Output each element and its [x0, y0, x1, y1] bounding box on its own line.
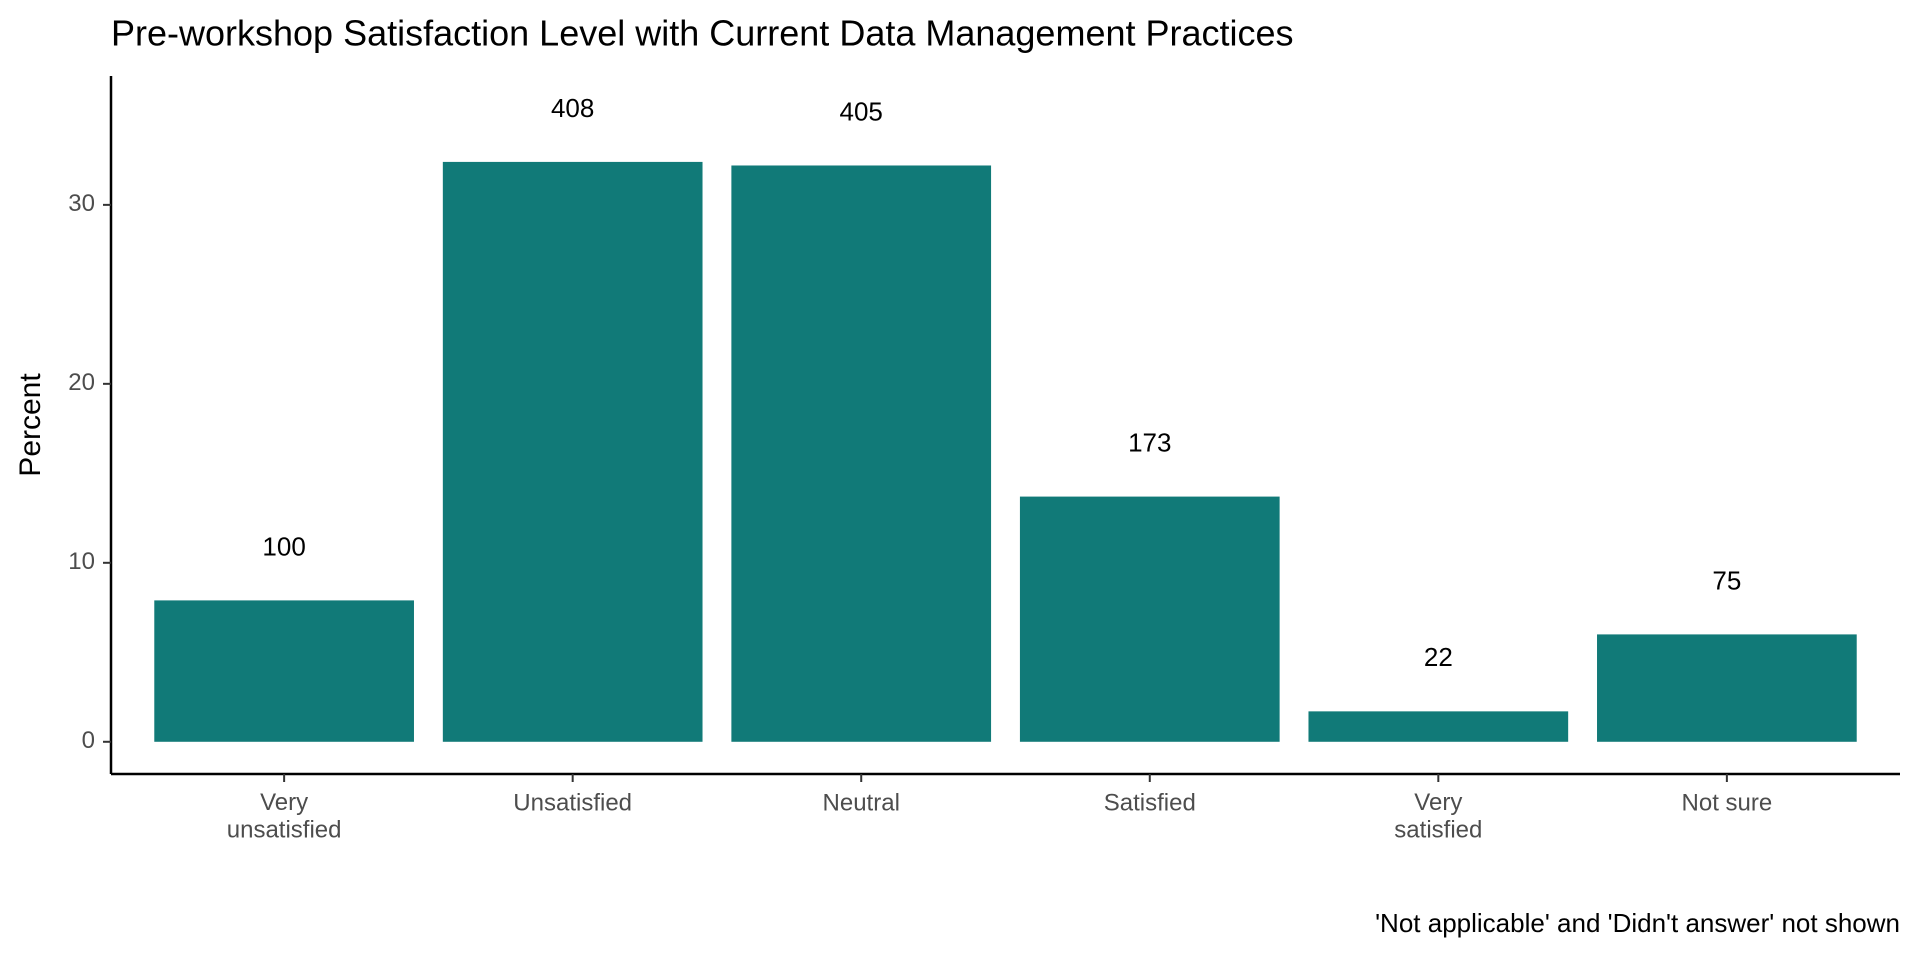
y-tick-label: 10: [68, 548, 95, 575]
count-label: 173: [1128, 427, 1171, 457]
count-label: 22: [1424, 642, 1453, 672]
count-label: 75: [1712, 565, 1741, 595]
y-tick-label: 20: [68, 369, 95, 396]
x-tick-label: Very satisfied: [1394, 789, 1482, 844]
y-tick-label: 0: [82, 727, 95, 754]
bar: [731, 165, 992, 742]
x-tick-label: Neutral: [823, 789, 900, 816]
bar: [1597, 634, 1857, 742]
bar: [442, 161, 703, 742]
bar: [1019, 496, 1280, 742]
x-tick-label: Unsatisfied: [513, 789, 632, 816]
x-tick-label: Very unsatisfied: [227, 789, 342, 844]
count-label: 408: [551, 93, 594, 123]
bar: [1308, 711, 1569, 742]
x-tick-label: Satisfied: [1104, 789, 1196, 816]
count-label: 100: [262, 531, 305, 561]
caption: 'Not applicable' and 'Didn't answer' not…: [1375, 908, 1900, 938]
y-axis-title: Percent: [14, 373, 47, 477]
bar: [154, 600, 414, 742]
count-label: 405: [840, 96, 883, 126]
y-tick-label: 30: [68, 190, 95, 217]
chart-title: Pre-workshop Satisfaction Level with Cur…: [111, 13, 1294, 54]
x-tick-label: Not sure: [1682, 789, 1773, 816]
